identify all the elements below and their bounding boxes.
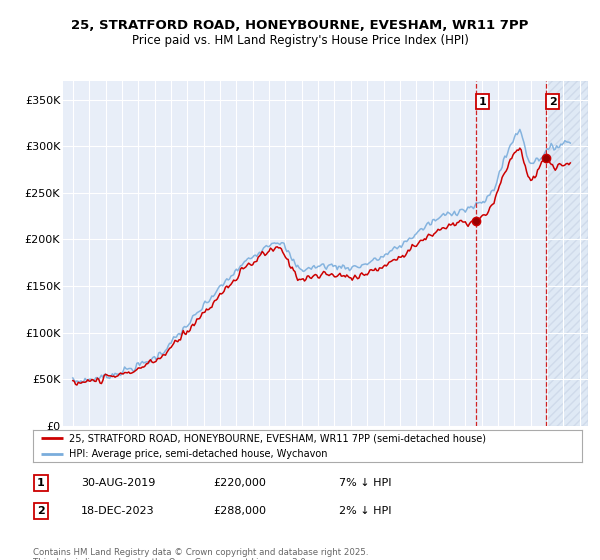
- Bar: [547, 81, 588, 426]
- Text: £220,000: £220,000: [213, 478, 266, 488]
- Text: 2: 2: [37, 506, 44, 516]
- Text: 2: 2: [549, 97, 557, 106]
- Text: 7% ↓ HPI: 7% ↓ HPI: [339, 478, 391, 488]
- Text: 2% ↓ HPI: 2% ↓ HPI: [339, 506, 391, 516]
- Text: 30-AUG-2019: 30-AUG-2019: [81, 478, 155, 488]
- Text: 1: 1: [37, 478, 44, 488]
- Text: HPI: Average price, semi-detached house, Wychavon: HPI: Average price, semi-detached house,…: [68, 449, 327, 459]
- Text: 1: 1: [479, 97, 487, 106]
- Text: Contains HM Land Registry data © Crown copyright and database right 2025.
This d: Contains HM Land Registry data © Crown c…: [33, 548, 368, 560]
- Bar: [547, 81, 588, 426]
- Text: 18-DEC-2023: 18-DEC-2023: [81, 506, 155, 516]
- Text: 25, STRATFORD ROAD, HONEYBOURNE, EVESHAM, WR11 7PP: 25, STRATFORD ROAD, HONEYBOURNE, EVESHAM…: [71, 18, 529, 32]
- Text: Price paid vs. HM Land Registry's House Price Index (HPI): Price paid vs. HM Land Registry's House …: [131, 34, 469, 47]
- Text: £288,000: £288,000: [213, 506, 266, 516]
- Text: 25, STRATFORD ROAD, HONEYBOURNE, EVESHAM, WR11 7PP (semi-detached house): 25, STRATFORD ROAD, HONEYBOURNE, EVESHAM…: [68, 433, 485, 444]
